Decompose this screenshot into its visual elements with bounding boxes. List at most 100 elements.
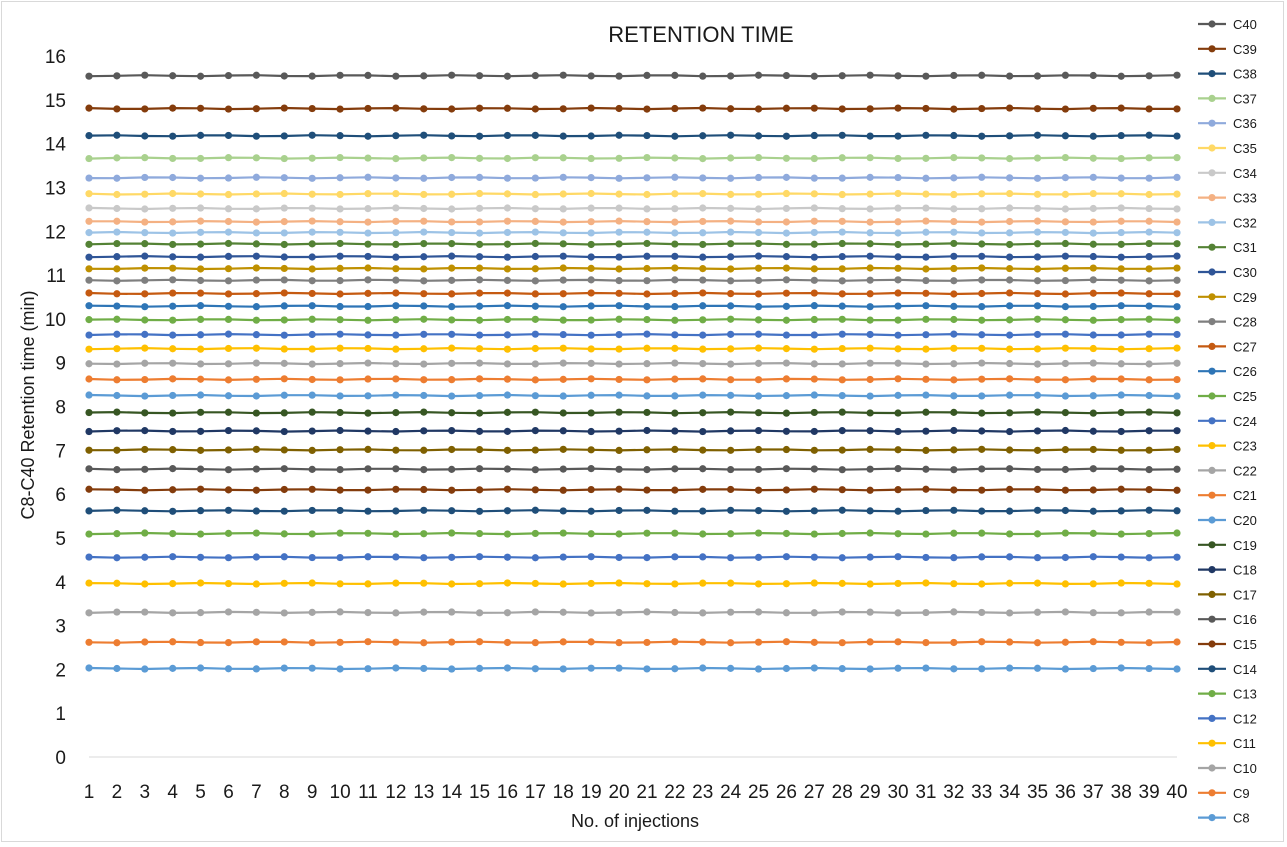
legend-item-C37: C37 [1198, 91, 1257, 106]
data-point [1089, 486, 1097, 494]
data-point [754, 252, 763, 260]
data-point [894, 638, 902, 646]
data-point [1173, 205, 1181, 213]
data-point [475, 529, 484, 538]
data-point [587, 359, 595, 367]
data-point [252, 218, 260, 226]
data-point [224, 608, 233, 616]
data-point [113, 174, 121, 182]
data-point [699, 253, 707, 261]
data-point [838, 302, 846, 310]
data-point [420, 506, 428, 514]
data-point [615, 289, 623, 297]
data-point [1033, 345, 1042, 353]
data-point [894, 409, 902, 417]
data-point [1089, 392, 1097, 400]
data-point [894, 264, 902, 272]
legend-label: C13 [1233, 687, 1257, 702]
data-point [1089, 609, 1097, 617]
data-point [308, 553, 316, 562]
data-point [894, 218, 902, 226]
legend-swatch-marker [1208, 194, 1216, 202]
data-point [950, 360, 958, 368]
data-point [85, 316, 93, 324]
data-point [1006, 276, 1014, 284]
data-point [810, 72, 818, 80]
data-point [364, 638, 372, 646]
data-point [559, 316, 567, 324]
data-point [392, 507, 400, 515]
data-point [559, 105, 567, 113]
data-point [699, 553, 707, 561]
data-point [141, 290, 149, 298]
data-point [810, 360, 818, 368]
data-point [866, 105, 874, 113]
series-line [88, 488, 1178, 492]
data-point [671, 359, 679, 367]
data-point [1145, 408, 1153, 416]
data-point [448, 218, 456, 226]
data-point [503, 265, 512, 273]
legend-label: C27 [1233, 339, 1257, 354]
series-line [89, 219, 1178, 224]
data-point [1033, 446, 1042, 454]
data-point [308, 104, 316, 113]
data-point [1117, 408, 1125, 417]
data-point [615, 331, 623, 339]
data-point [113, 105, 121, 113]
data-point [280, 289, 288, 297]
data-point [727, 330, 735, 338]
data-point [113, 446, 121, 454]
data-point [754, 553, 763, 561]
data-point [475, 276, 484, 284]
series-C22 [85, 359, 1181, 368]
data-point [364, 154, 372, 162]
data-point [922, 427, 930, 435]
data-point [169, 264, 177, 272]
legend-label: C32 [1233, 215, 1257, 230]
data-point [141, 445, 149, 454]
data-point [1145, 391, 1153, 400]
data-point [420, 253, 428, 261]
data-point [866, 71, 874, 79]
data-point [280, 375, 288, 383]
data-point [782, 302, 791, 310]
data-point [810, 579, 818, 587]
data-point [559, 229, 567, 237]
data-point [671, 173, 679, 181]
data-point [252, 229, 260, 237]
data-point [392, 331, 400, 339]
data-point [727, 72, 735, 80]
data-point [280, 427, 288, 436]
data-point [922, 302, 930, 310]
data-point [141, 190, 149, 198]
data-point [196, 217, 205, 225]
series-line [88, 254, 1178, 259]
x-tick-label: 28 [832, 782, 853, 803]
data-point [113, 217, 121, 225]
data-point [448, 638, 456, 646]
x-tick-label: 24 [720, 782, 742, 803]
y-tick-label: 6 [55, 485, 66, 506]
data-point [1173, 303, 1181, 311]
data-point [308, 391, 316, 399]
data-point [782, 104, 791, 112]
data-point [169, 465, 177, 473]
data-point [85, 217, 93, 225]
data-point [950, 580, 958, 588]
legend-swatch-marker [1208, 814, 1216, 822]
data-point [978, 465, 986, 473]
data-point [392, 289, 400, 297]
data-point [392, 530, 400, 538]
data-point [950, 190, 958, 199]
data-point [224, 408, 233, 416]
data-point [950, 486, 958, 494]
data-point [224, 277, 233, 285]
legend-item-C15: C15 [1198, 637, 1257, 652]
data-point [559, 252, 567, 260]
data-point [782, 345, 791, 353]
legend-label: C9 [1233, 786, 1250, 801]
data-point [559, 375, 567, 383]
data-point [85, 190, 93, 198]
data-point [448, 330, 456, 338]
